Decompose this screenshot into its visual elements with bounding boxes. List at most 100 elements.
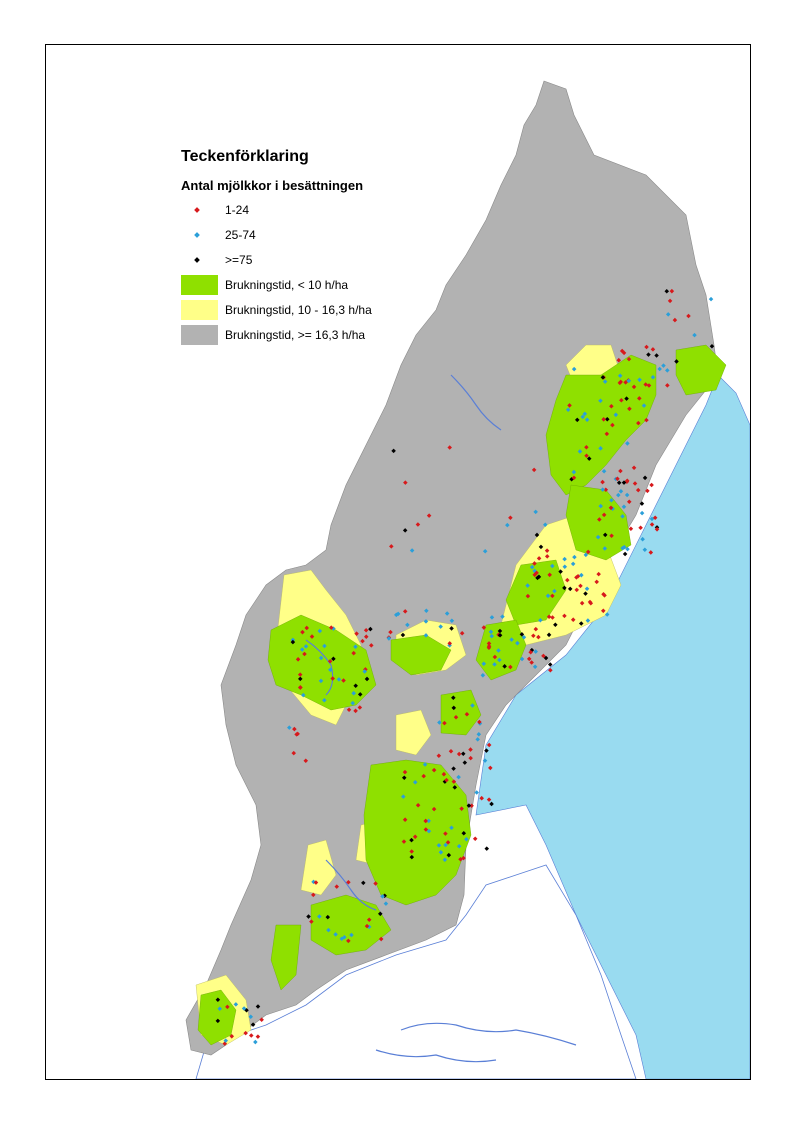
farm-dot xyxy=(496,648,501,653)
farm-dot xyxy=(444,777,449,783)
farm-dot xyxy=(426,818,431,824)
farm-dot xyxy=(646,383,652,388)
farm-dot xyxy=(618,468,623,474)
farm-dot xyxy=(426,828,432,834)
farm-dot xyxy=(460,751,466,757)
farm-dot xyxy=(642,547,648,553)
farm-dot xyxy=(451,705,457,711)
farm-dot xyxy=(584,453,589,459)
farm-dot xyxy=(708,296,714,302)
farm-dot xyxy=(602,546,608,551)
farm-dot xyxy=(306,914,311,919)
farm-dot xyxy=(665,383,670,388)
farm-dot xyxy=(565,407,571,413)
legend-item-75plus: >=75 xyxy=(181,247,421,272)
farm-dot xyxy=(462,760,468,765)
legend-swatch-green xyxy=(181,274,218,295)
farm-dot xyxy=(515,640,520,646)
farm-dot xyxy=(346,938,351,944)
farm-dot xyxy=(253,1039,258,1045)
farm-dot xyxy=(562,585,567,591)
farm-dot xyxy=(652,515,658,521)
farm-dot xyxy=(574,417,580,423)
lakes xyxy=(305,374,577,1063)
farm-dot xyxy=(364,676,370,682)
farm-dot xyxy=(449,825,454,831)
farm-dot xyxy=(336,677,342,682)
farm-dot xyxy=(608,505,614,511)
legend-label: Brukningstid, 10 - 16,3 h/ha xyxy=(225,302,372,317)
farm-dot xyxy=(426,513,432,518)
farm-dot xyxy=(438,624,443,629)
farm-dot xyxy=(579,572,584,578)
farm-dot xyxy=(626,378,632,384)
farm-dot xyxy=(571,366,577,372)
southern-land xyxy=(195,864,637,1079)
map-canvas[interactable] xyxy=(46,45,750,1079)
farm-dot xyxy=(571,469,577,475)
farm-dot xyxy=(459,630,465,636)
farm-dot xyxy=(709,344,715,349)
farm-dot xyxy=(624,492,630,498)
farm-dot xyxy=(619,398,624,403)
farm-dot xyxy=(641,403,647,408)
farm-dot xyxy=(354,631,359,636)
farm-dot xyxy=(505,522,510,528)
farm-dot xyxy=(665,312,671,317)
farm-dot xyxy=(598,503,603,509)
farm-dot xyxy=(661,363,666,368)
farm-dot xyxy=(601,469,607,474)
farm-dot xyxy=(604,431,610,437)
farm-dot xyxy=(492,654,498,660)
farm-dot xyxy=(448,749,454,754)
farm-dot xyxy=(369,643,374,648)
legend-swatch-gray xyxy=(181,324,218,345)
farm-dot xyxy=(481,661,487,667)
farm-dot xyxy=(579,600,585,606)
legend-item-25-74: 25-74 xyxy=(181,222,421,247)
farm-dot xyxy=(486,644,492,649)
farm-dot xyxy=(644,344,649,350)
farm-dot xyxy=(442,857,448,863)
farm-dot xyxy=(409,849,414,854)
farm-dot xyxy=(669,288,675,294)
farm-dot xyxy=(585,618,591,623)
farm-dot xyxy=(317,914,322,919)
farm-dot xyxy=(309,634,315,639)
farm-dot xyxy=(357,705,363,710)
farm-dot xyxy=(562,613,567,619)
farm-dot xyxy=(353,708,358,714)
farm-dot xyxy=(618,489,624,494)
farm-dot xyxy=(431,767,437,773)
farm-dot xyxy=(642,475,648,481)
farm-dot xyxy=(665,368,670,373)
farm-dot xyxy=(334,884,340,889)
farm-dot xyxy=(609,403,614,409)
farm-dot xyxy=(459,806,464,811)
farm-dot xyxy=(447,445,452,450)
farm-dot xyxy=(405,622,410,628)
farm-dot xyxy=(595,534,601,540)
farm-dot xyxy=(572,554,577,560)
legend-item-1-24: 1-24 xyxy=(181,197,421,222)
farm-dot xyxy=(456,774,461,780)
farm-dot xyxy=(618,379,623,385)
farm-dot xyxy=(303,644,309,649)
farm-dot xyxy=(327,659,333,664)
farm-dot xyxy=(610,422,615,428)
farm-dot xyxy=(650,347,656,352)
farm-dot xyxy=(402,528,408,533)
farm-dot xyxy=(550,563,555,569)
farm-dot xyxy=(619,348,625,354)
farm-dot xyxy=(640,536,645,542)
farm-dot xyxy=(373,881,378,886)
farm-dot xyxy=(550,615,555,620)
farm-dot xyxy=(500,614,505,619)
farm-dot xyxy=(357,692,363,697)
legend-dot-black xyxy=(181,256,225,263)
farm-dot xyxy=(301,692,306,698)
farm-dot xyxy=(489,615,495,620)
farm-dot xyxy=(318,655,324,661)
farm-dot xyxy=(529,564,535,570)
farm-dot xyxy=(431,806,437,812)
